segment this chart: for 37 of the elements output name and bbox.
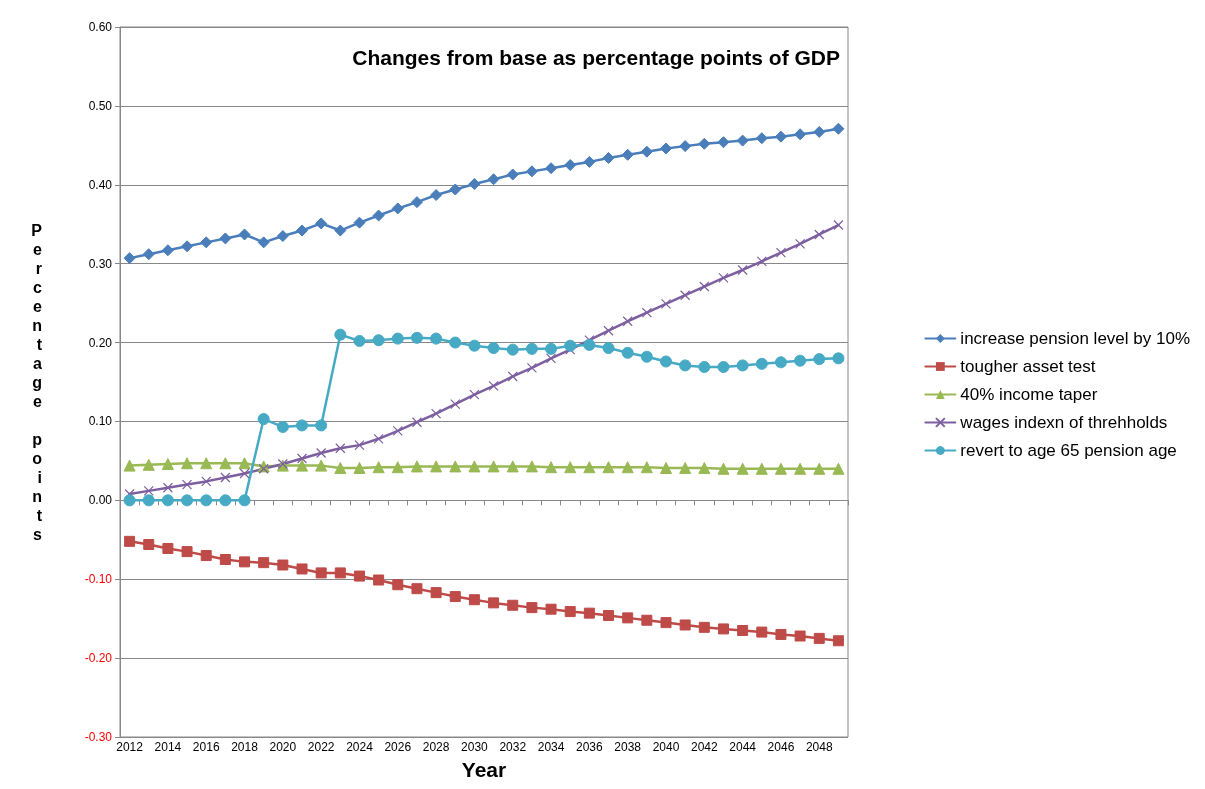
y-tick-label: 0.20 [88,335,113,350]
legend-label: revert to age 65 pension age [960,441,1177,460]
x-tick-label: 2042 [690,740,718,754]
y-tick-label: -0.20 [84,651,113,666]
x-tick-label: 2034 [537,740,565,754]
x-tick-label: 2024 [346,740,374,754]
x-tick-label: 2048 [805,740,833,754]
legend-label: wages indexn of threhholds [959,413,1168,432]
x-tick-label: 2046 [767,740,795,754]
x-tick-label: 2030 [461,740,489,754]
x-tick-label: 2016 [192,740,220,754]
y-tick-label: 0.40 [88,177,113,192]
x-tick-label: 2018 [231,740,259,754]
y-tick-label: 0.50 [88,98,113,113]
legend-label: tougher asset test [960,357,1096,376]
text: Percentage points [31,221,42,543]
x-tick-label: 2038 [614,740,642,754]
x-tick-label: 2040 [652,740,680,754]
x-tick-label: 2012 [116,740,144,754]
y-tick-label: -0.10 [84,572,113,587]
y-tick-label: 0.10 [88,414,113,429]
x-tick-label: 2022 [307,740,335,754]
y-tick-label: 0.60 [88,20,113,34]
y-tick-label: -0.30 [84,730,113,744]
x-tick-label: 2044 [729,740,757,754]
x-axis-title: Year [461,758,507,781]
legend-label: increase pension level by 10% [960,329,1191,348]
x-tick-label: 2036 [576,740,604,754]
y-tick-label: 0.30 [88,256,113,271]
text: Changes from base as percentage points of GDP [352,46,840,69]
x-tick-label: 2026 [384,740,412,754]
x-tick-label: 2032 [499,740,527,754]
x-tick-label: 2020 [269,740,297,754]
x-tick-label: 2028 [422,740,450,754]
y-tick-label: 0.00 [88,493,113,508]
x-tick-label: 2014 [154,740,182,754]
legend-label: 40% income taper [960,385,1098,404]
